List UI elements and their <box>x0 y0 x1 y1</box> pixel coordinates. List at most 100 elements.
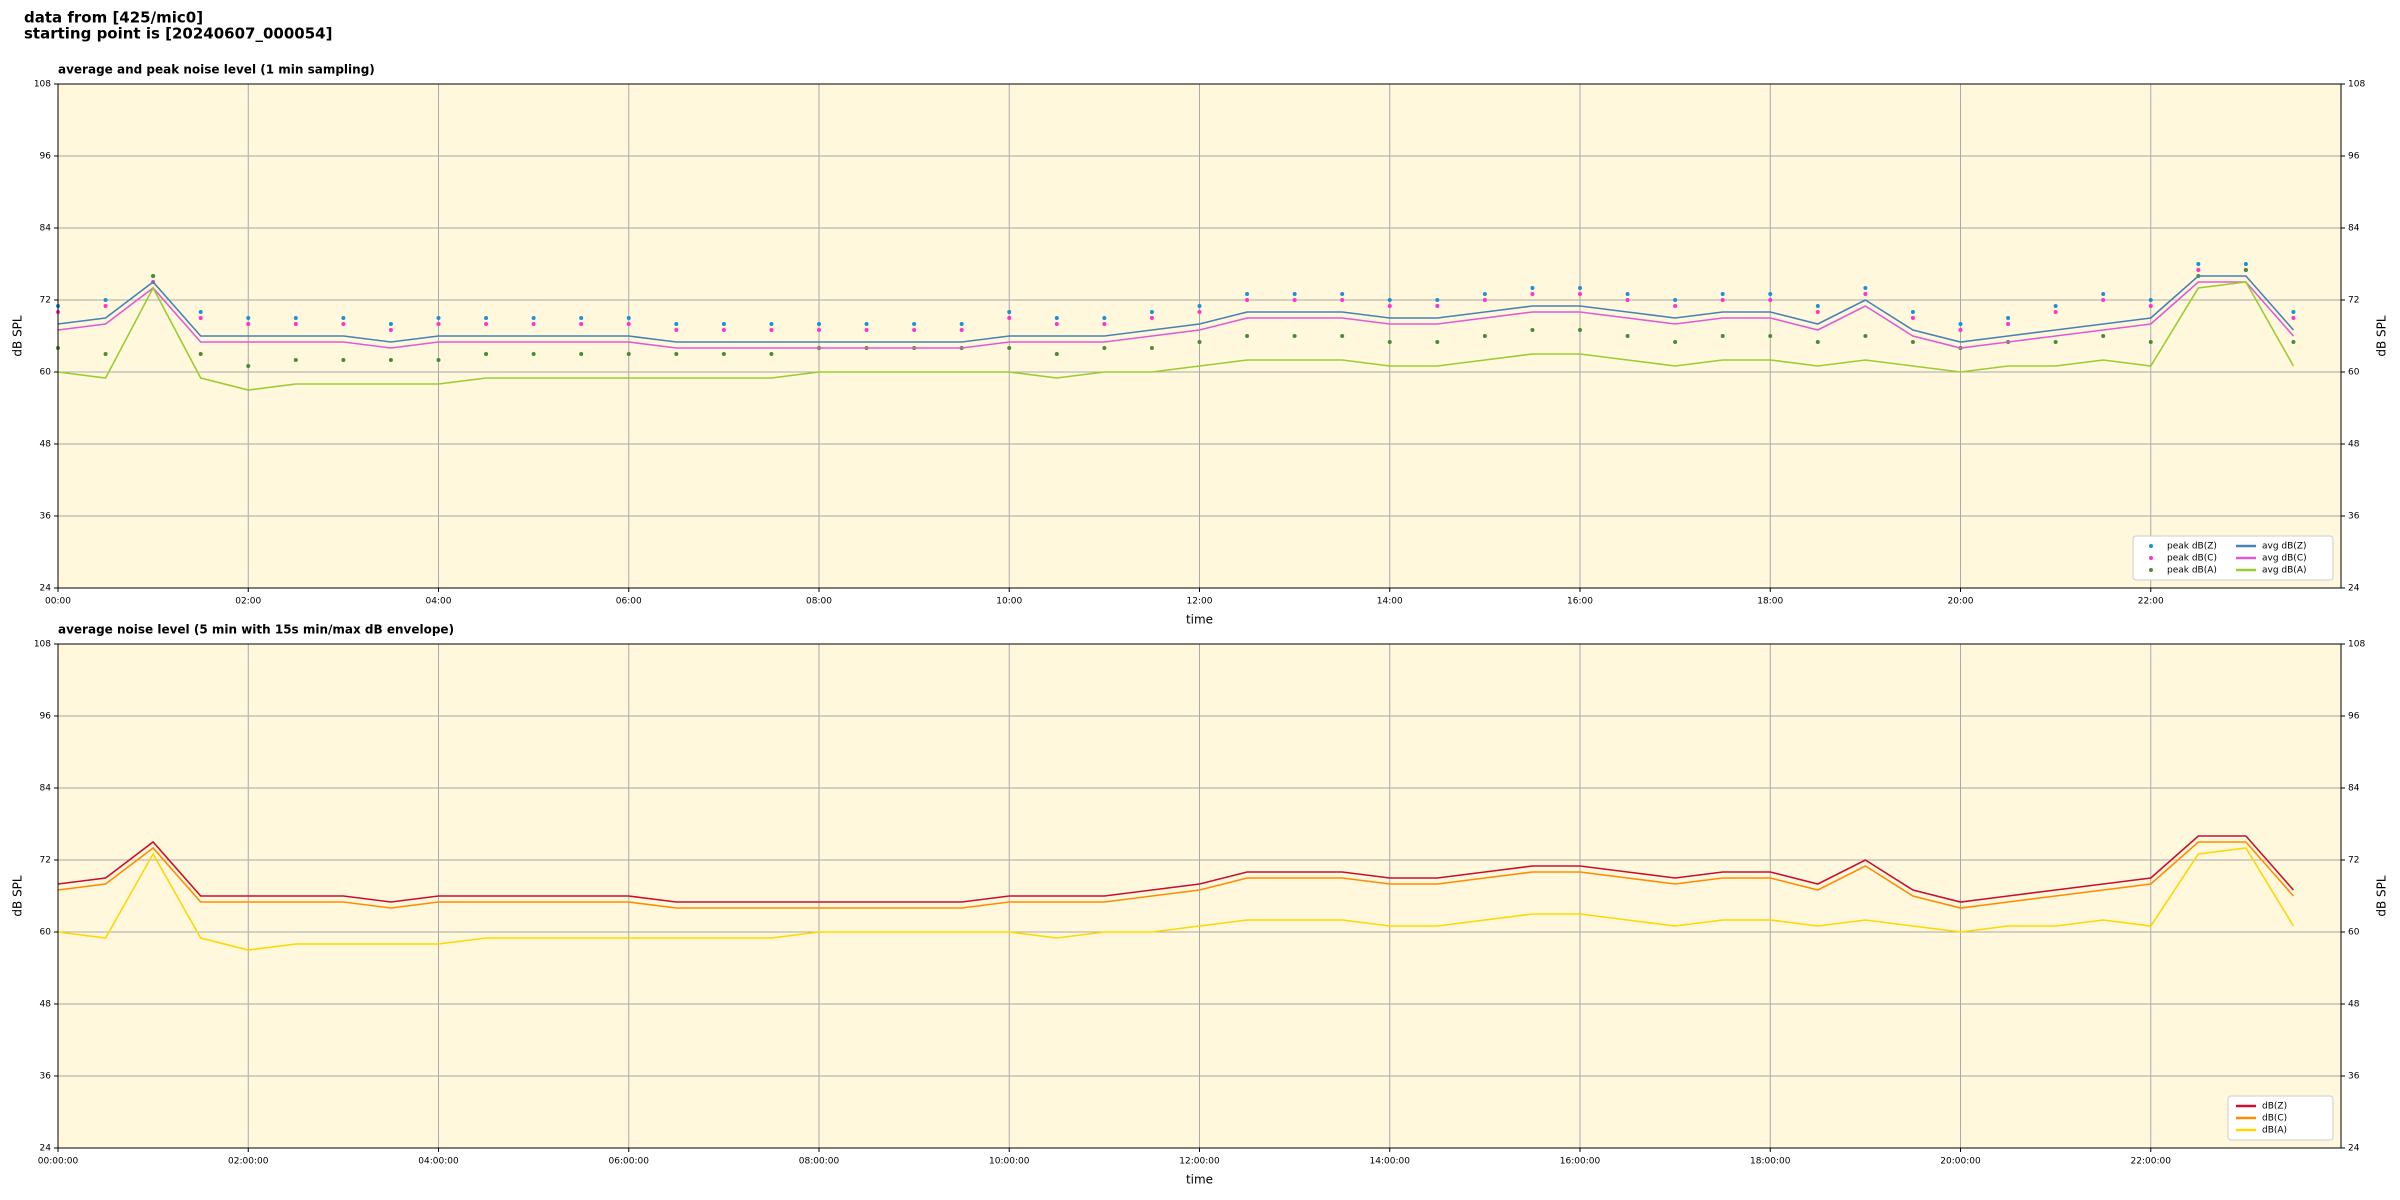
scatter-point <box>1768 298 1773 302</box>
scatter-point <box>1197 310 1202 314</box>
scatter-point <box>198 310 203 314</box>
x-tick-label: 14:00:00 <box>1370 1157 1411 1167</box>
scatter-point <box>579 352 584 356</box>
y-tick-label: 60 <box>40 928 52 938</box>
series-line <box>57 847 2295 951</box>
y-axis-label: dB SPL <box>11 875 25 917</box>
series-line <box>57 275 2295 343</box>
scatter-point <box>1245 298 1250 302</box>
scatter-point <box>1958 322 1963 326</box>
scatter-point <box>579 316 584 320</box>
legend-label: dB(A) <box>2262 1126 2287 1136</box>
y-tick-label: 72 <box>40 856 51 866</box>
y-tick-label: 48 <box>2348 440 2360 450</box>
scatter-point <box>912 328 917 332</box>
x-tick-label: 00:00:00 <box>38 1157 79 1167</box>
scatter-point <box>1530 286 1535 290</box>
x-tick-label: 18:00 <box>1757 597 1783 607</box>
scatter-point <box>1958 328 1963 332</box>
scatter-point <box>1863 334 1868 338</box>
scatter-point <box>1245 292 1250 296</box>
scatter-point <box>484 322 489 326</box>
y-tick-label: 48 <box>2348 1000 2360 1010</box>
y-tick-label: 60 <box>2348 368 2360 378</box>
legend-label: avg dB(C) <box>2262 554 2307 564</box>
scatter-point <box>1625 298 1630 302</box>
x-tick-label: 18:00:00 <box>1750 1157 1791 1167</box>
scatter-point <box>1768 334 1773 338</box>
scatter-point <box>2148 340 2153 344</box>
scatter-point <box>1578 286 1582 290</box>
scatter-point <box>246 316 251 320</box>
scatter-point <box>103 298 108 302</box>
y-tick-label: 48 <box>40 440 52 450</box>
scatter-point <box>2006 316 2011 320</box>
plot-frame <box>57 643 2342 1149</box>
y-tick-label: 48 <box>40 1000 52 1010</box>
y-tick-label: 84 <box>2348 784 2360 794</box>
scatter-point <box>674 352 679 356</box>
scatter-point <box>1625 334 1630 338</box>
x-tick-label: 04:00 <box>426 597 452 607</box>
scatter-point <box>1102 316 1107 320</box>
scatter-point <box>531 352 536 356</box>
scatter-point <box>198 316 203 320</box>
scatter-point <box>2053 310 2058 314</box>
x-tick-label: 00:00 <box>45 597 71 607</box>
scatter-point <box>246 322 251 326</box>
scatter-point <box>1482 292 1487 296</box>
y-tick-label: 72 <box>2348 296 2359 306</box>
scatter-point <box>1007 316 1012 320</box>
scatter-point <box>1720 292 1725 296</box>
scatter-point <box>2053 304 2058 308</box>
scatter-point <box>864 328 869 332</box>
y-axis-label: dB SPL <box>2375 875 2389 917</box>
scatter-point <box>2148 298 2153 302</box>
chart-title: average and peak noise level (1 min samp… <box>58 63 375 77</box>
header-line: starting point is [20240607_000054] <box>24 25 332 43</box>
series-line <box>57 281 2295 349</box>
scatter-point <box>1054 352 1059 356</box>
scatter-point <box>293 358 298 362</box>
scatter-point <box>531 316 536 320</box>
y-tick-label: 84 <box>40 784 52 794</box>
scatter-point <box>721 352 726 356</box>
scatter-point <box>959 328 964 332</box>
legend-label: dB(C) <box>2262 1114 2287 1124</box>
scatter-point <box>1102 346 1107 350</box>
legend-label: avg dB(A) <box>2262 566 2306 576</box>
scatter-point <box>1578 328 1582 332</box>
scatter-point <box>2196 268 2201 272</box>
scatter-point <box>1625 292 1630 296</box>
scatter-point <box>1292 334 1297 338</box>
x-tick-label: 06:00 <box>616 597 642 607</box>
scatter-point <box>1245 334 1250 338</box>
legend-label: avg dB(Z) <box>2262 542 2307 552</box>
legend-label: dB(Z) <box>2262 1102 2287 1112</box>
scatter-point <box>912 322 917 326</box>
scatter-point <box>1720 298 1725 302</box>
y-tick-label: 24 <box>2348 1144 2360 1154</box>
scatter-point <box>2101 292 2106 296</box>
scatter-point <box>1910 310 1915 314</box>
scatter-point <box>817 322 821 326</box>
y-tick-label: 60 <box>40 368 52 378</box>
y-tick-label: 84 <box>2348 224 2360 234</box>
scatter-point <box>531 322 536 326</box>
plot-frame <box>57 83 2342 589</box>
y-tick-label: 96 <box>2348 152 2360 162</box>
scatter-point <box>1768 292 1773 296</box>
y-tick-label: 96 <box>40 152 52 162</box>
scatter-point <box>817 328 821 332</box>
scatter-point <box>1102 322 1107 326</box>
scatter-point <box>674 322 679 326</box>
scatter-point <box>198 352 203 356</box>
scatter-point <box>341 322 346 326</box>
scatter-point <box>388 328 393 332</box>
y-tick-label: 108 <box>2348 640 2365 650</box>
scatter-point <box>1815 340 1820 344</box>
scatter-point <box>2053 340 2058 344</box>
series-line <box>57 281 2295 391</box>
scatter-point <box>388 322 393 326</box>
